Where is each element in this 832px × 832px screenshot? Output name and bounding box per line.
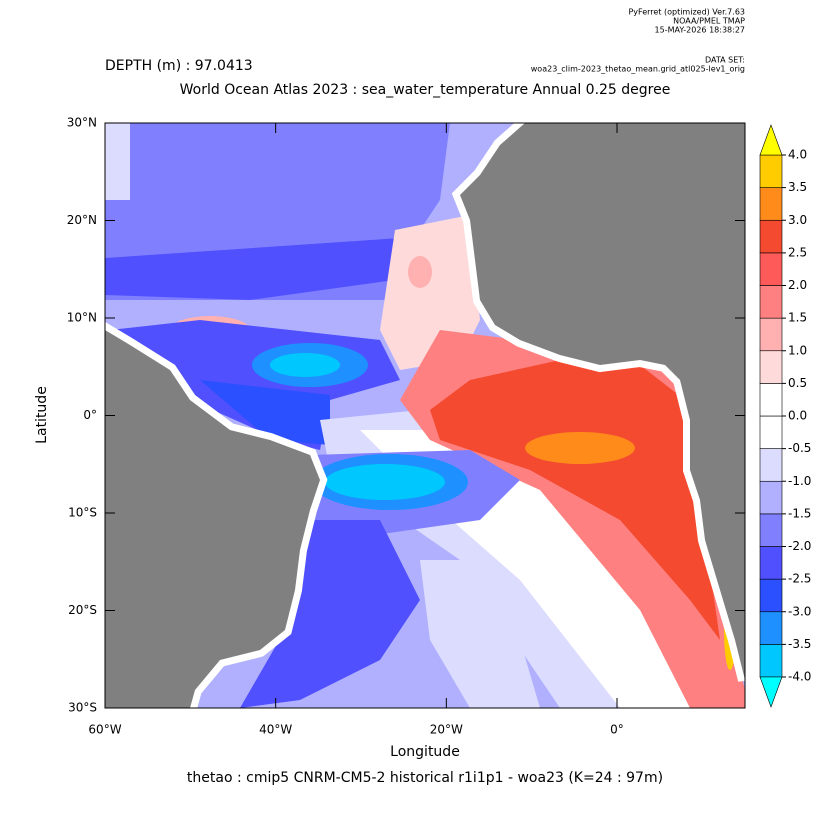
field-region — [525, 432, 635, 464]
colorbar-label: -3.0 — [788, 604, 811, 618]
x-axis-label: Longitude — [390, 744, 460, 760]
colorbar-label: -1.5 — [788, 506, 811, 520]
colorbar-label: 2.5 — [788, 245, 807, 259]
colorbar-label: 1.0 — [788, 343, 807, 357]
colorbar-label: -2.0 — [788, 539, 811, 553]
colorbar-label: -0.5 — [788, 441, 811, 455]
colorbar-cell — [759, 154, 783, 188]
land — [460, 123, 745, 680]
x-tick-label: 60°W — [88, 723, 121, 737]
colorbar-cell — [759, 513, 783, 547]
header-line: 15-MAY-2026 18:38:27 — [655, 26, 745, 35]
colorbar-label: 3.0 — [788, 213, 807, 227]
dataset-label: DATA SET: — [705, 56, 745, 65]
colorbar-label: 1.5 — [788, 311, 807, 325]
colorbar-cell — [759, 219, 783, 254]
colorbar-label: 4.0 — [788, 148, 807, 162]
y-tick-label: 30°S — [68, 701, 97, 715]
field-region — [270, 353, 340, 377]
colorbar-label: -3.5 — [788, 637, 811, 651]
colorbar-label: -2.5 — [788, 572, 811, 586]
colorbar-under — [759, 676, 783, 708]
colorbar-label: -4.0 — [788, 670, 811, 684]
colorbar-label: 2.0 — [788, 278, 807, 292]
y-tick-label: 20°S — [68, 603, 97, 617]
colorbar-label: -1.0 — [788, 474, 811, 488]
field-region — [420, 560, 540, 708]
axes: 60°W 40°W 20°W 0° 30°N 20°N 10°N 0° 10°S 20°S 30°S — [67, 116, 746, 737]
colorbar-cell — [759, 448, 783, 482]
x-tick-label: 0° — [610, 723, 624, 737]
field-region — [240, 520, 420, 708]
field-region — [105, 238, 400, 300]
y-axis-label: Latitude — [34, 386, 50, 444]
colorbar-cell — [759, 187, 783, 221]
colorbar-cell — [759, 317, 783, 352]
field-region — [380, 215, 480, 370]
header-line: PyFerret (optimized) Ver.7.63 — [628, 8, 745, 17]
colorbar-cell — [759, 546, 783, 580]
colorbar-cell — [759, 644, 783, 678]
dataset: woa23_clim-2023_thetao_mean.grid_atl025-… — [531, 65, 745, 74]
colorbar-label: 3.5 — [788, 180, 807, 194]
colorbar-label: 0.5 — [788, 376, 807, 390]
depth: DEPTH (m) : 97.0413 — [105, 58, 253, 74]
header-line: NOAA/PMEL TMAP — [673, 17, 745, 26]
field-region — [430, 360, 720, 640]
land — [105, 330, 320, 708]
y-tick-label: 30°N — [67, 116, 97, 130]
field-region — [325, 464, 445, 500]
colorbar-cell — [759, 480, 783, 515]
colorbar-over — [759, 124, 783, 156]
y-tick-label: 0° — [83, 408, 97, 422]
colorbar-cell — [759, 578, 783, 613]
chart-title: World Ocean Atlas 2023 : sea_water_tempe… — [180, 82, 671, 98]
x-tick-label: 40°W — [259, 723, 292, 737]
x-tick-label: 20°W — [430, 723, 463, 737]
y-tick-label: 10°S — [68, 506, 97, 520]
colorbar-cell — [759, 350, 783, 384]
y-tick-label: 10°N — [67, 311, 97, 325]
colorbar-cell — [759, 285, 783, 319]
colorbar-label: 0.0 — [788, 409, 807, 423]
field — [105, 123, 745, 708]
field-region — [408, 256, 432, 288]
colorbar-cell — [759, 611, 783, 645]
caption: thetao : cmip5 CNRM-CM5-2 historical r1i… — [187, 770, 663, 786]
colorbar-cell — [759, 383, 783, 417]
y-tick-label: 20°N — [67, 213, 97, 227]
field-region — [105, 123, 130, 200]
field-region — [200, 380, 330, 445]
colorbar-cell — [759, 252, 783, 286]
colorbar-cell — [759, 415, 783, 449]
